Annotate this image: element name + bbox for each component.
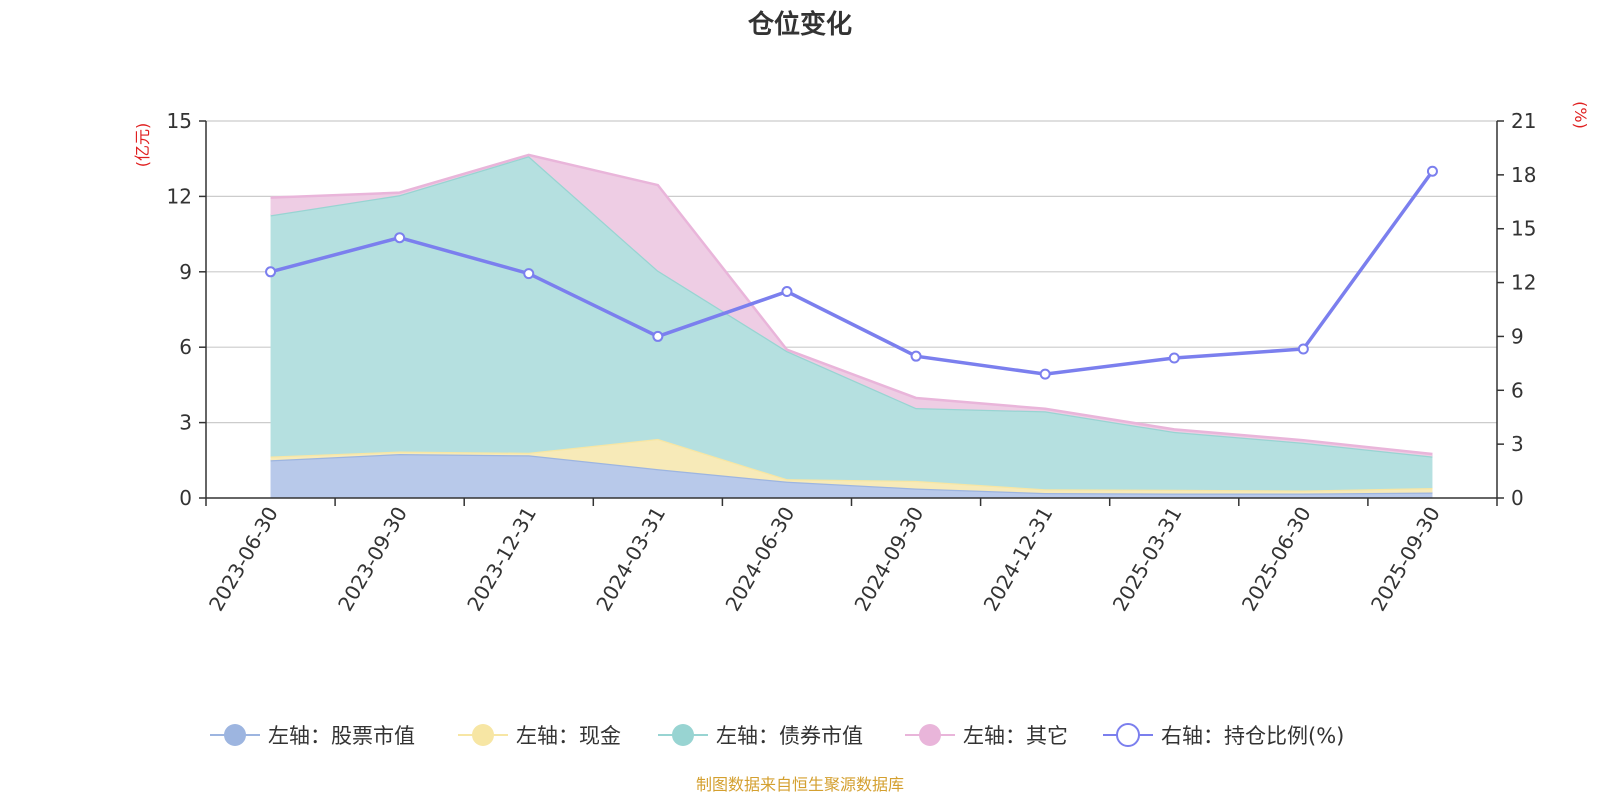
legend-item-3: 左轴：债券市值: [658, 724, 863, 748]
data-source-note: 制图数据来自恒生聚源数据库: [696, 775, 904, 794]
holding-ratio-point: [781, 286, 793, 298]
right-tick-label: 15: [1511, 217, 1536, 241]
x-tick-label: 2024-03-31: [591, 503, 670, 616]
x-tick-label: 2025-06-30: [1237, 503, 1316, 616]
left-tick-label: 15: [167, 109, 192, 133]
legend-label: 左轴：债券市值: [716, 724, 863, 748]
holding-ratio-point: [1168, 352, 1180, 364]
area-1: [270, 454, 1433, 498]
x-tick-label: 2024-12-31: [979, 503, 1058, 616]
right-tick-label: 6: [1511, 378, 1524, 402]
left-axis-unit: (亿元): [133, 123, 152, 168]
right-tick-label: 12: [1511, 271, 1536, 295]
legend-swatch-marker: [919, 724, 941, 746]
right-tick-label: 3: [1511, 432, 1524, 456]
left-tick-label: 6: [179, 335, 192, 359]
x-tick-label: 2023-12-31: [462, 503, 541, 616]
left-tick-label: 12: [167, 184, 192, 208]
chart-title: 仓位变化: [747, 9, 852, 40]
holding-ratio-point: [1297, 343, 1309, 355]
x-tick-label: 2023-09-30: [333, 503, 412, 616]
legend: 左轴：股票市值 左轴：现金 左轴：债券市值 左轴：其它 右轴：持仓比例(%): [210, 723, 1344, 748]
left-tick-label: 3: [179, 411, 192, 435]
area-edge-3: [270, 154, 1433, 458]
legend-swatch-marker: [224, 724, 246, 746]
x-tick-label: 2023-06-30: [204, 503, 283, 616]
legend-swatch-marker: [672, 724, 694, 746]
left-tick-label: 0: [179, 486, 192, 510]
legend-label: 左轴：股票市值: [268, 724, 415, 748]
legend-swatch-marker: [1116, 723, 1140, 747]
holding-ratio-point: [1426, 165, 1438, 177]
legend-swatch-marker: [472, 724, 494, 746]
holding-ratio-point: [394, 232, 406, 244]
x-tick-label: 2025-03-31: [1108, 503, 1187, 616]
legend-label: 右轴：持仓比例(%): [1161, 724, 1344, 748]
legend-item-2: 左轴：现金: [458, 724, 621, 748]
x-tick-label: 2024-06-30: [720, 503, 799, 616]
right-tick-label: 21: [1511, 109, 1536, 133]
holding-ratio-point: [265, 266, 277, 278]
holding-ratio-line: [270, 170, 1434, 376]
legend-item-4: 左轴：其它: [905, 724, 1068, 748]
x-tick-label: 2024-09-30: [849, 503, 928, 616]
area-3: [270, 156, 1433, 491]
stacked-areas: [270, 153, 1433, 498]
holding-ratio-point: [652, 330, 664, 342]
right-tick-label: 0: [1511, 486, 1524, 510]
area-2: [270, 438, 1433, 494]
holding-ratio-point: [910, 350, 922, 362]
holding-ratio-line-layer: [265, 165, 1438, 380]
legend-label: 左轴：其它: [963, 724, 1068, 748]
holding-ratio-point: [1039, 368, 1051, 380]
right-axis-unit: (%): [1571, 101, 1590, 129]
legend-label: 左轴：现金: [516, 724, 621, 748]
x-tick-label: 2025-09-30: [1366, 503, 1445, 616]
area-edge-4: [270, 153, 1433, 456]
legend-item-5: 右轴：持仓比例(%): [1103, 723, 1344, 748]
holding-ratio-point: [523, 268, 535, 280]
right-tick-label: 9: [1511, 324, 1524, 348]
right-tick-label: 18: [1511, 163, 1536, 187]
left-tick-label: 9: [179, 260, 192, 284]
legend-item-1: 左轴：股票市值: [210, 724, 415, 748]
